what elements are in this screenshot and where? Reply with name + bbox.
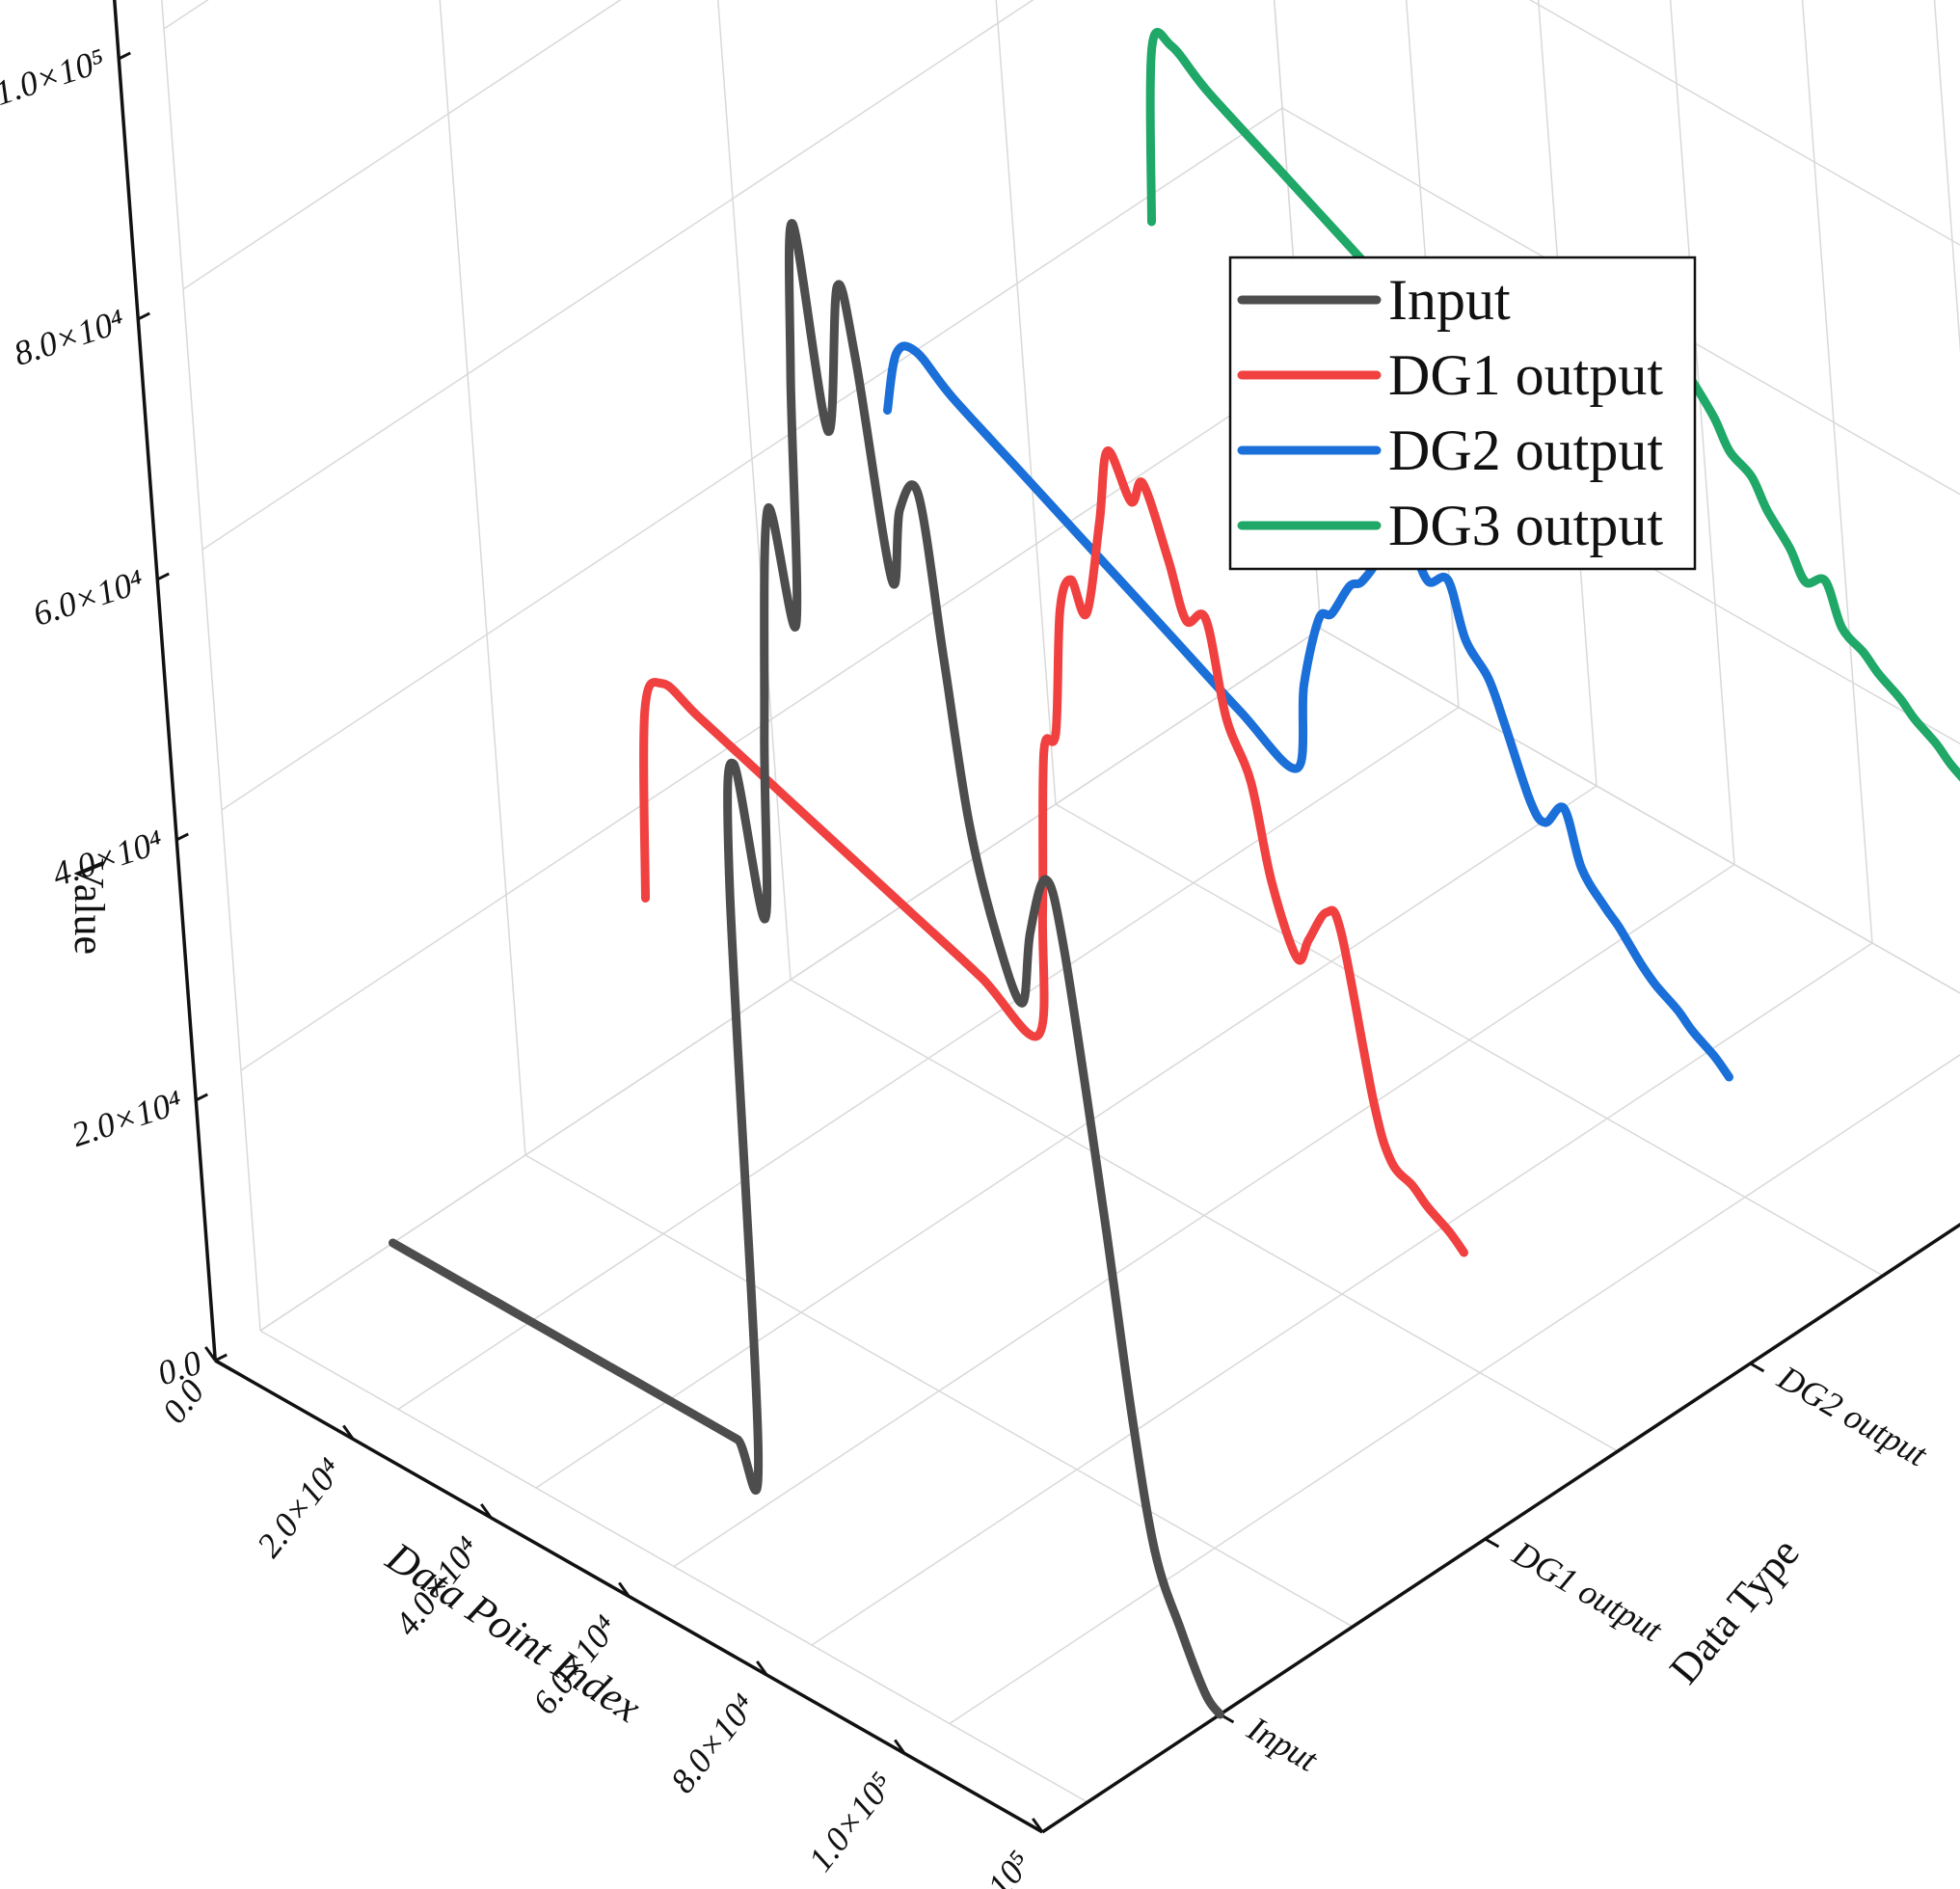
x-axis-tick [894, 1739, 906, 1755]
grid-line-side-z [240, 367, 1302, 1071]
z-tick-label: 1.0×10⁵ [0, 41, 110, 113]
x-axis-tick [204, 1346, 217, 1362]
grid-line-side-z [221, 107, 1283, 811]
legend-label: DG1 output [1388, 343, 1663, 407]
z-axis-tick [118, 51, 131, 61]
series-line-dg1-output [639, 446, 1468, 1257]
legend-label: Input [1388, 268, 1511, 332]
legend-entries: Input DG1 output DG2 output DG3 output [1237, 268, 1663, 557]
x-axis-tick [480, 1503, 493, 1519]
grid-line-floor-y [790, 979, 1619, 1452]
x-axis-tick [1032, 1818, 1044, 1833]
x-tick-label: 2.0×10⁴ [250, 1451, 350, 1564]
z-tick-label: 8.0×10⁴ [9, 302, 128, 373]
series-line-input [389, 219, 1224, 1719]
x-axis-tick [618, 1581, 631, 1598]
grid-line-side-y [716, 0, 792, 981]
z-axis-tick [214, 1353, 228, 1363]
y-tick-label: Input [1241, 1709, 1326, 1780]
y-tick-label: DG1 output [1506, 1533, 1670, 1650]
grid-line-side-y [161, 0, 261, 1332]
grid-line-side-z [163, 0, 209, 30]
grid-line-side-y [439, 0, 526, 1156]
y-axis-title: Data Type [1660, 1529, 1809, 1693]
x-axis-tick [342, 1424, 355, 1441]
grid-line-floor-y [1320, 628, 1960, 994]
z-tick-label: 2.0×10⁴ [67, 1083, 186, 1154]
z-axis-tick [195, 1093, 208, 1102]
legend-label: DG3 output [1388, 494, 1663, 557]
x-tick-label: 1.2×10⁵ [939, 1844, 1039, 1889]
z-axis-line [112, 0, 217, 1362]
grid-line-floor-y [259, 1330, 1088, 1803]
x-tick-label: 8.0×10⁴ [663, 1687, 764, 1799]
y-tick-label: DG2 output [1771, 1358, 1935, 1474]
grid-line-back-z [1244, 0, 1960, 59]
grid-line-side-z [182, 0, 622, 290]
z-axis-title: Value [66, 858, 113, 955]
z-tick-label: 6.0×10⁴ [28, 562, 148, 634]
x-tick-label: 1.0×10⁵ [801, 1766, 901, 1878]
grid-line-side-z [259, 628, 1322, 1332]
legend-label: DG2 output [1388, 418, 1663, 482]
grid-line-floor-y [524, 1154, 1354, 1628]
z-axis-tick [137, 311, 150, 321]
y-axis-tick [1749, 1362, 1765, 1373]
x-axis-tick [756, 1660, 768, 1676]
grid-line-side-z [201, 0, 1034, 551]
grid-line-back-x [1801, 0, 1873, 944]
y-axis-tick [1484, 1537, 1500, 1549]
grid-line-floor-y [1055, 803, 1884, 1277]
z-axis-tick [175, 832, 189, 842]
grid-line-back-x [1933, 0, 1960, 355]
legend-box [1228, 256, 1697, 571]
grid-line-back-z [1320, 628, 1960, 994]
z-axis-tick [156, 572, 170, 581]
grid-line-back-z [1528, 0, 1960, 246]
y-axis-line [1041, 1222, 1960, 1834]
legend: Input DG1 output DG2 output DG3 output [1228, 256, 1697, 571]
